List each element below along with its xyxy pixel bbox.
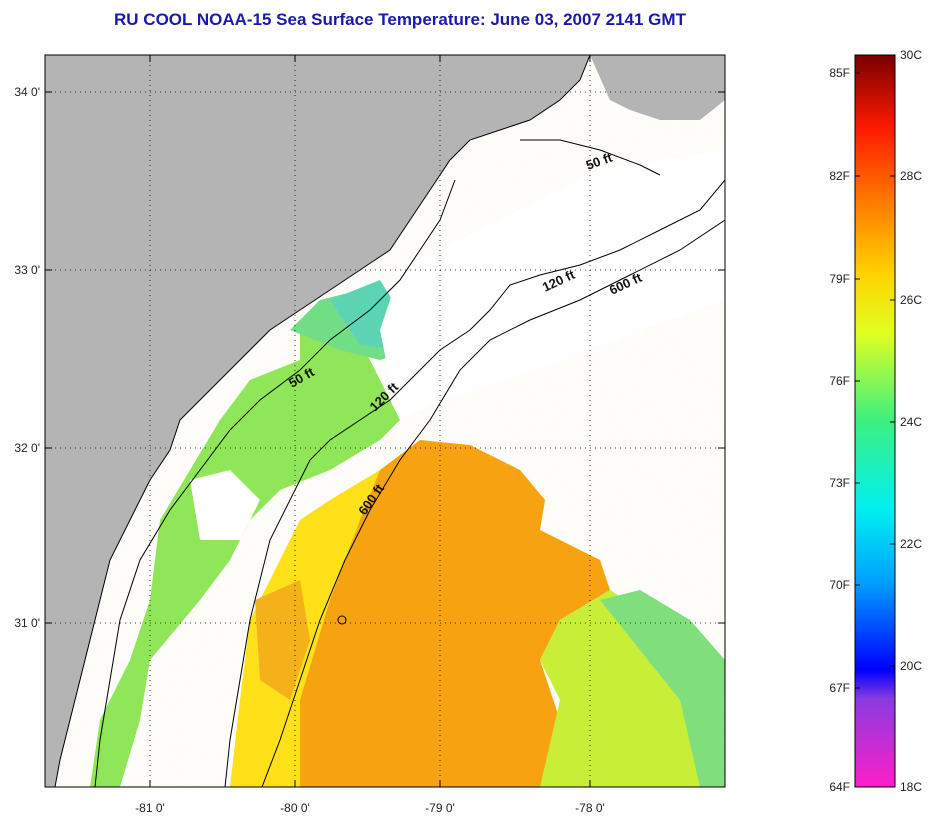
lat-tick-label: 34 0' bbox=[14, 85, 40, 99]
grid-lines bbox=[45, 55, 725, 787]
lat-tick-label: 32 0' bbox=[14, 441, 40, 455]
colorbar-f-label: 67F bbox=[829, 681, 850, 695]
colorbar-f-label: 64F bbox=[829, 780, 850, 794]
lon-tick-label: -80 0' bbox=[280, 801, 310, 815]
colorbar-c-label: 22C bbox=[900, 537, 922, 551]
contour-120ft bbox=[224, 179, 725, 787]
colorbar bbox=[854, 54, 896, 788]
lon-tick-label: -79 0' bbox=[425, 801, 455, 815]
land-mass bbox=[45, 55, 590, 787]
colorbar-c-label: 18C bbox=[900, 780, 922, 794]
colorbar-f-label: 85F bbox=[829, 66, 850, 80]
colorbar-f-label: 79F bbox=[829, 272, 850, 286]
colorbar-f-label: 70F bbox=[829, 578, 850, 592]
lat-tick-label: 33 0' bbox=[14, 263, 40, 277]
land-nc-sounds bbox=[590, 55, 725, 120]
lon-tick-label: -78 0' bbox=[575, 801, 605, 815]
colorbar-f-label: 82F bbox=[829, 169, 850, 183]
colorbar-c-label: 28C bbox=[900, 169, 922, 183]
station-marker bbox=[337, 615, 347, 625]
axis-ticks bbox=[45, 55, 725, 787]
lon-tick-label: -81 0' bbox=[135, 801, 165, 815]
cloud-west bbox=[190, 470, 260, 540]
coastline bbox=[54, 55, 591, 787]
contour-600ft bbox=[261, 219, 725, 787]
cloud-north bbox=[380, 150, 725, 420]
colorbar-ticks bbox=[855, 72, 895, 689]
map-title: RU COOL NOAA-15 Sea Surface Temperature:… bbox=[114, 10, 686, 29]
colorbar-c-label: 24C bbox=[900, 415, 922, 429]
colorbar-c-label: 30C bbox=[900, 48, 922, 62]
colorbar-f-label: 76F bbox=[829, 374, 850, 388]
colorbar-c-label: 26C bbox=[900, 293, 922, 307]
contour-50ft bbox=[94, 139, 661, 787]
colorbar-c-label: 20C bbox=[900, 659, 922, 673]
colorbar-f-label: 73F bbox=[829, 476, 850, 490]
lat-tick-label: 31 0' bbox=[14, 616, 40, 630]
